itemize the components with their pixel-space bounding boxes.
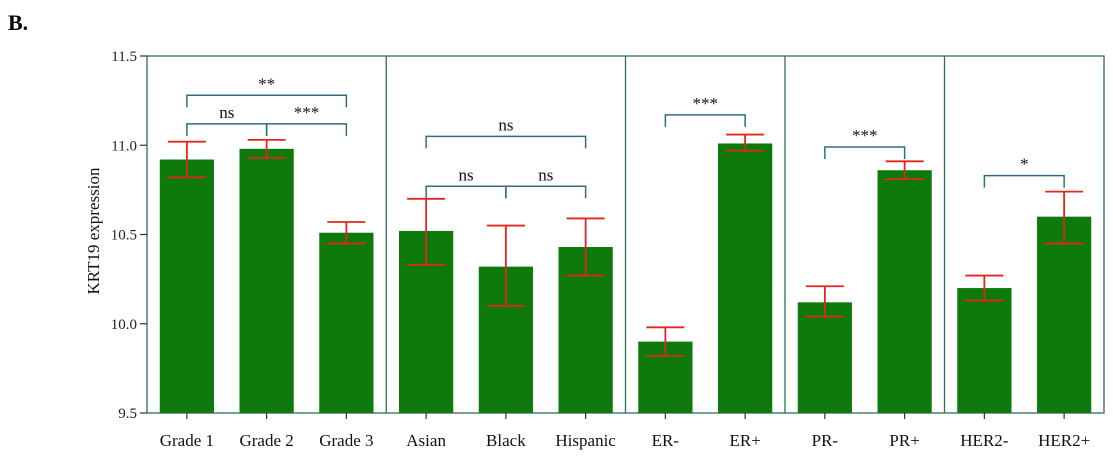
- x-tick-label: PR-: [812, 431, 839, 450]
- bar-9: [877, 170, 932, 413]
- significance-label: ns: [458, 165, 473, 184]
- y-tick-label: 11.0: [111, 138, 137, 154]
- significance-bracket-3: ns: [425, 115, 587, 149]
- x-tick-label: ER-: [652, 431, 680, 450]
- bars: [159, 143, 1092, 413]
- y-axis-title: KRT19 expression: [84, 167, 103, 294]
- x-tick-label: Grade 1: [160, 431, 214, 450]
- bracket-line: [824, 146, 906, 160]
- x-tick-label: HER2-: [960, 431, 1009, 450]
- x-tick-label: HER2+: [1038, 431, 1090, 450]
- significance-label: ns: [219, 103, 234, 122]
- bracket-line: [425, 135, 587, 149]
- x-axis-labels: Grade 1 Grade 2 Grade 3 Asian Black Hispanic E…: [160, 413, 1090, 450]
- significance-bracket-2: ***: [265, 103, 348, 136]
- bar-10: [957, 288, 1012, 413]
- significance-bracket-7: ***: [824, 126, 906, 160]
- bracket-line: [425, 185, 507, 199]
- bar-2: [319, 232, 374, 413]
- error-bar-11: [1045, 190, 1084, 245]
- error-bars: [167, 133, 1084, 357]
- x-tick-label: PR+: [889, 431, 919, 450]
- x-tick-label: Black: [486, 431, 526, 450]
- bracket-line: [983, 174, 1065, 188]
- error-bar-9: [885, 160, 924, 181]
- error-bar-7: [726, 133, 765, 152]
- significance-bracket-0: **: [186, 74, 348, 108]
- error-bar-4: [486, 224, 525, 307]
- bar-0: [159, 159, 214, 413]
- significance-label: ***: [693, 94, 719, 113]
- bracket-line: [265, 123, 348, 136]
- bar-8: [797, 302, 852, 413]
- significance-bracket-8: *: [983, 155, 1065, 188]
- bracket-line: [186, 123, 268, 136]
- significance-bracket-1: ns: [186, 103, 268, 136]
- error-bar-8: [805, 285, 844, 318]
- error-bar-3: [407, 197, 446, 266]
- bar-11: [1037, 216, 1092, 413]
- y-tick-label: 10.5: [111, 228, 137, 244]
- x-tick-label: ER+: [729, 431, 760, 450]
- significance-label: **: [258, 74, 275, 93]
- panel-label: B.: [8, 10, 29, 35]
- x-tick-label: Grade 3: [319, 431, 373, 450]
- x-tick-label: Grade 2: [239, 431, 293, 450]
- significance-label: ***: [852, 126, 878, 145]
- error-bar-10: [965, 274, 1004, 302]
- bracket-line: [186, 94, 348, 108]
- significance-bracket-5: ns: [505, 165, 587, 199]
- significance-label: *: [1020, 155, 1029, 174]
- x-tick-label: Hispanic: [555, 431, 616, 450]
- x-tick-label: Asian: [406, 431, 446, 450]
- y-tick-label: 11.5: [111, 49, 137, 65]
- bracket-line: [664, 114, 746, 127]
- error-bar-0: [167, 140, 206, 179]
- bracket-line: [505, 185, 587, 199]
- error-bar-6: [646, 326, 685, 357]
- significance-label: ns: [498, 115, 513, 134]
- significance-label: ***: [294, 103, 320, 122]
- error-bar-1: [247, 138, 286, 159]
- y-axis: 9.5 10.0 10.5 11.0 11.5: [111, 49, 147, 422]
- bar-1: [239, 148, 294, 413]
- significance-bracket-4: ns: [425, 165, 507, 199]
- significance-bracket-6: ***: [664, 94, 746, 127]
- error-bar-5: [566, 217, 605, 277]
- significance-label: ns: [538, 165, 553, 184]
- y-tick-label: 10.0: [111, 317, 137, 333]
- bar-7: [718, 143, 773, 413]
- y-tick-label: 9.5: [118, 406, 137, 422]
- error-bar-2: [327, 221, 366, 245]
